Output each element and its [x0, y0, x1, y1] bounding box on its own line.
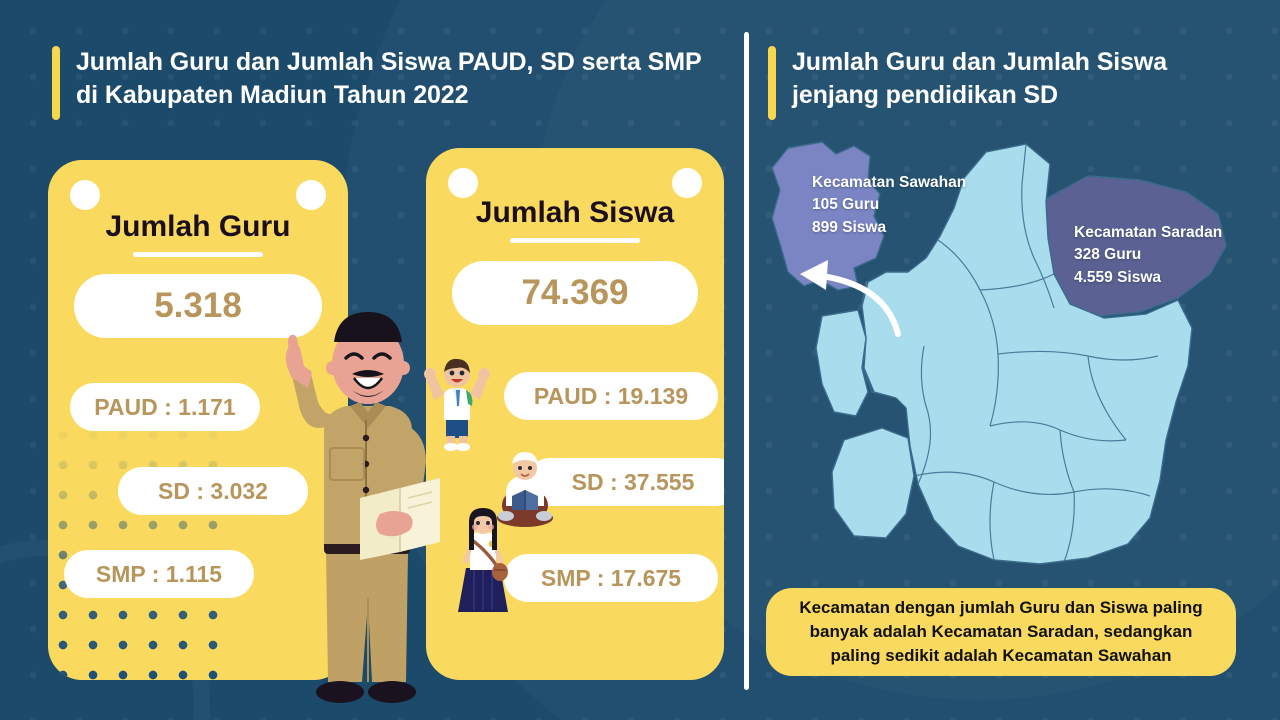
- card-total-guru: 5.318: [74, 274, 322, 338]
- conclusion-box: Kecamatan dengan jumlah Guru dan Siswa p…: [766, 588, 1236, 676]
- kabupaten-madiun-map: [771, 141, 1227, 565]
- right-title-text: Jumlah Guru dan Jumlah Siswa jenjang pen…: [792, 48, 1168, 109]
- map-region-southwest: [831, 427, 915, 539]
- card-breakdown-siswa-sd: SD : 37.555: [526, 458, 724, 506]
- card-breakdown-guru-sd: SD : 3.032: [118, 467, 308, 515]
- card-heading-siswa: Jumlah Siswa: [475, 196, 675, 229]
- left-panel-title: Jumlah Guru dan Jumlah Siswa PAUD, SD se…: [52, 46, 712, 120]
- card-breakdown-siswa-smp: SMP : 17.675: [504, 554, 718, 602]
- conclusion-text: Kecamatan dengan jumlah Guru dan Siswa p…: [799, 597, 1203, 666]
- map-region-sawahan-inset: [771, 141, 885, 291]
- card-heading-underline: [133, 252, 263, 257]
- callout-saradan-teachers: 328 Guru: [1074, 246, 1142, 264]
- punch-hole-left: [70, 180, 100, 210]
- stat-card-siswa: Jumlah Siswa 74.369 PAUD : 19.139 SD : 3…: [426, 148, 724, 680]
- stat-card-guru: Jumlah Guru 5.318 PAUD : 1.171 SD : 3.03…: [48, 160, 348, 680]
- card-breakdown-siswa-paud: PAUD : 19.139: [504, 372, 718, 420]
- map-internal-boundaries: [913, 143, 1159, 563]
- map-region-west-strip: [815, 309, 869, 417]
- punch-hole-right: [672, 168, 702, 198]
- map-region-main-body: [861, 143, 1193, 565]
- punch-hole-right: [296, 180, 326, 210]
- title-accent-bar: [52, 46, 60, 120]
- card-heading-guru: Jumlah Guru: [105, 210, 291, 243]
- callout-saradan-students: 4.559 Siswa: [1074, 268, 1162, 286]
- callout-sawahan-students: 899 Siswa: [812, 218, 887, 236]
- callout-sawahan-teachers: 105 Guru: [812, 196, 880, 214]
- right-panel-title: Jumlah Guru dan Jumlah Siswa jenjang pen…: [768, 46, 1238, 120]
- map-callout-sawahan: Kecamatan Sawahan 105 Guru 899 Siswa: [812, 172, 966, 239]
- card-breakdown-guru-paud: PAUD : 1.171: [70, 383, 260, 431]
- callout-saradan-name: Kecamatan Saradan: [1074, 224, 1223, 241]
- punch-hole-left: [448, 168, 478, 198]
- title-accent-bar: [768, 46, 776, 120]
- callout-sawahan-name: Kecamatan Sawahan: [812, 174, 967, 191]
- left-title-text: Jumlah Guru dan Jumlah Siswa PAUD, SD se…: [76, 48, 702, 109]
- card-breakdown-guru-smp: SMP : 1.115: [64, 550, 254, 598]
- map-callout-arrow-icon: [800, 260, 901, 337]
- panel-divider: [744, 32, 749, 690]
- card-total-siswa: 74.369: [452, 261, 698, 325]
- card-heading-underline: [510, 238, 640, 243]
- map-callout-saradan: Kecamatan Saradan 328 Guru 4.559 Siswa: [1074, 222, 1222, 289]
